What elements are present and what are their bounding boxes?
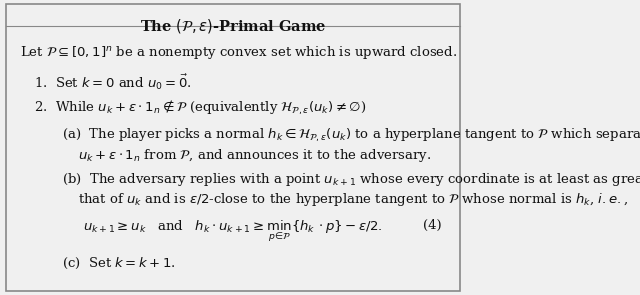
Text: that of $u_k$ and is $\varepsilon/2$-close to the hyperplane tangent to $\mathca: that of $u_k$ and is $\varepsilon/2$-clo… bbox=[78, 191, 628, 208]
Text: Let $\mathcal{P} \subseteq [0,1]^n$ be a nonempty convex set which is upward clo: Let $\mathcal{P} \subseteq [0,1]^n$ be a… bbox=[20, 44, 457, 61]
Text: (c)  Set $k = k + 1$.: (c) Set $k = k + 1$. bbox=[61, 256, 175, 271]
Text: 2.  While $u_k + \varepsilon \cdot 1_n \notin \mathcal{P}$ (equivalently $\mathc: 2. While $u_k + \varepsilon \cdot 1_n \n… bbox=[34, 99, 366, 117]
Text: $u_{k+1} \geq u_k$   and   $h_k \cdot u_{k+1} \geq \min_{p \in \mathcal{P}}\{h_k: $u_{k+1} \geq u_k$ and $h_k \cdot u_{k+1… bbox=[83, 219, 383, 245]
Text: $u_k + \varepsilon \cdot 1_n$ from $\mathcal{P}$, and announces it to the advers: $u_k + \varepsilon \cdot 1_n$ from $\mat… bbox=[78, 148, 431, 165]
Text: (4): (4) bbox=[422, 219, 442, 232]
Text: The $(\mathcal{P},\varepsilon)$-Primal Game: The $(\mathcal{P},\varepsilon)$-Primal G… bbox=[140, 17, 326, 35]
Text: (b)  The adversary replies with a point $u_{k+1}$ whose every coordinate is at l: (b) The adversary replies with a point $… bbox=[61, 171, 640, 188]
Text: (a)  The player picks a normal $h_k \in \mathcal{H}_{\mathcal{P},\varepsilon}(u_: (a) The player picks a normal $h_k \in \… bbox=[61, 127, 640, 144]
FancyBboxPatch shape bbox=[6, 4, 460, 291]
Text: 1.  Set $k = 0$ and $u_0 = \vec{0}$.: 1. Set $k = 0$ and $u_0 = \vec{0}$. bbox=[34, 73, 191, 92]
